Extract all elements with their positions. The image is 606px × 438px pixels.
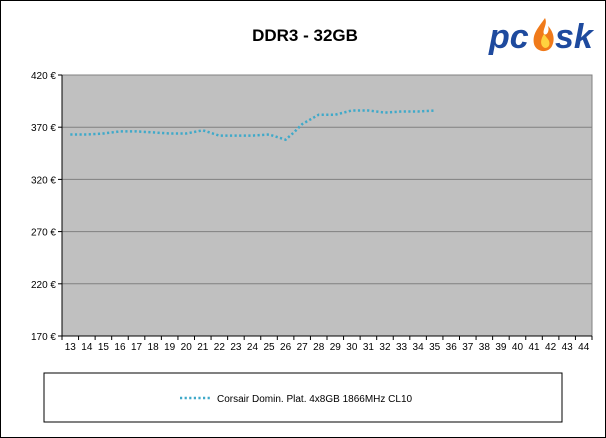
y-tick-label: 170 € [31, 332, 56, 343]
y-tick-label: 270 € [31, 228, 56, 239]
x-tick-label: 30 [346, 342, 358, 353]
x-tick-label: 21 [197, 342, 209, 353]
x-tick-label: 19 [164, 342, 176, 353]
x-tick-label: 43 [562, 342, 574, 353]
x-tick-label: 36 [446, 342, 458, 353]
legend-box [43, 372, 563, 423]
x-tick-label: 29 [330, 342, 342, 353]
plot-area [61, 74, 593, 337]
x-tick-label: 38 [479, 342, 491, 353]
x-tick-label: 20 [181, 342, 193, 353]
x-tick-label: 41 [528, 342, 540, 353]
grid-lines [62, 126, 592, 285]
y-axis: 170 € 220 € 270 € 320 € 370 € 420 € [31, 71, 63, 343]
x-tick-label: 35 [429, 342, 441, 353]
x-tick-label: 42 [545, 342, 557, 353]
y-tick-label: 420 € [31, 71, 56, 82]
x-tick-label: 40 [512, 342, 524, 353]
x-tick-label: 24 [247, 342, 259, 353]
x-tick-label: 25 [263, 342, 275, 353]
x-tick-label: 31 [363, 342, 375, 353]
x-tick-label: 33 [396, 342, 408, 353]
x-tick-label: 39 [495, 342, 507, 353]
x-tick-label: 26 [280, 342, 292, 353]
flame-icon [533, 18, 554, 52]
x-tick-label: 16 [114, 342, 126, 353]
logo-text-pc: pc [488, 18, 529, 56]
x-axis: 13 14 15 16 17 18 19 20 21 22 23 24 25 26 27 28 29 30 31 32… [61, 335, 593, 353]
logo-text-sk: sk [555, 18, 595, 56]
x-tick-label: 32 [379, 342, 391, 353]
x-tick-label: 22 [214, 342, 226, 353]
x-tick-label: 27 [297, 342, 309, 353]
x-tick-label: 13 [65, 342, 77, 353]
legend-label: Corsair Domin. Plat. 4x8GB 1866MHz CL10 [217, 394, 413, 405]
x-tick-label: 34 [413, 342, 425, 353]
y-tick-label: 220 € [31, 280, 56, 291]
chart-title: DDR3 - 32GB [252, 26, 358, 45]
x-tick-label: 18 [148, 342, 160, 353]
x-tick-label: 17 [131, 342, 143, 353]
x-tick-label: 44 [578, 342, 590, 353]
y-tick-label: 370 € [31, 123, 56, 134]
y-tick-label: 320 € [31, 175, 56, 186]
pcsk-logo: pc sk [488, 18, 595, 56]
x-tick-label: 28 [313, 342, 325, 353]
x-tick-label: 15 [98, 342, 110, 353]
x-tick-label: 37 [462, 342, 474, 353]
x-tick-label: 14 [81, 342, 93, 353]
x-tick-label: 23 [230, 342, 242, 353]
